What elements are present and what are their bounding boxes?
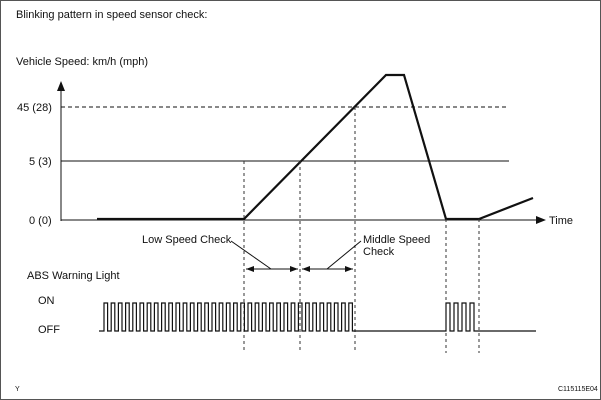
speed-axis-label: Vehicle Speed: km/h (mph) [16, 56, 148, 68]
vehicle-speed-curve [97, 73, 534, 221]
speed-axis-arrow [57, 81, 65, 91]
corner-mark-left: Y [15, 386, 20, 393]
low-speed-leader [230, 240, 272, 270]
abs-warning-light-label: ABS Warning Light [27, 270, 120, 282]
tick-45-28: 45 (28) [17, 102, 52, 114]
abs-on-label: ON [38, 295, 55, 307]
low-speed-check-label: Low Speed Check [142, 234, 232, 246]
diagram-title: Blinking pattern in speed sensor check: [16, 9, 207, 21]
time-axis-label: Time [549, 215, 573, 227]
middle-speed-leader [326, 240, 362, 270]
middle-speed-check-label-2: Check [363, 246, 395, 258]
middle-speed-check-label-1: Middle Speed [363, 234, 430, 246]
abs-off-label: OFF [38, 324, 60, 336]
abs-blink-pattern [99, 302, 536, 332]
low-speed-arrow-right [290, 266, 298, 272]
tick-5-3: 5 (3) [29, 156, 52, 168]
low-speed-arrow-left [246, 266, 254, 272]
figure-code: C115115E04 [558, 386, 598, 393]
middle-speed-arrow-left [302, 266, 310, 272]
middle-speed-arrow-right [345, 266, 353, 272]
time-axis-arrow [536, 216, 546, 224]
tick-0-0: 0 (0) [29, 215, 52, 227]
